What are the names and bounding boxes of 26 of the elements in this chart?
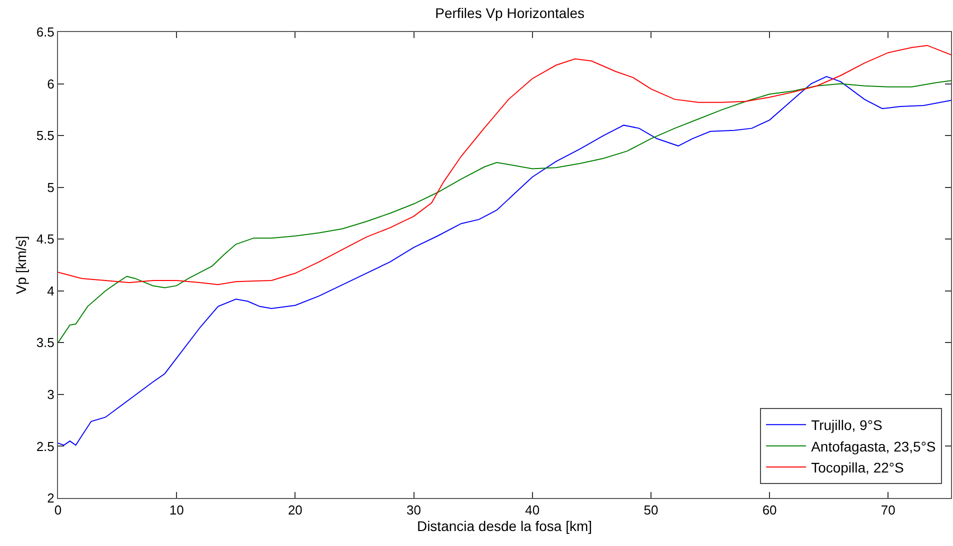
- y-tick-label: 2.5: [36, 438, 54, 454]
- y-tick-label: 6: [47, 76, 54, 92]
- y-tick-label: 6.5: [36, 24, 54, 40]
- legend-label: Antofagasta, 23,5°S: [811, 438, 936, 454]
- x-tick-label: 0: [54, 502, 62, 518]
- y-tick-label: 5.5: [36, 128, 54, 144]
- y-tick-label: 4: [47, 283, 54, 298]
- line-series: [58, 44, 951, 286]
- y-axis-title: Vp [km/s]: [12, 236, 29, 294]
- legend-label: Tocopilla, 22°S: [811, 459, 904, 476]
- legend-label: Trujillo, 9°S: [811, 417, 882, 434]
- line-series: [58, 80, 951, 344]
- y-tick-label: 5: [47, 180, 54, 195]
- y-tick-label: 2: [47, 490, 54, 506]
- x-tick-label: 20: [288, 502, 302, 518]
- chart-title: Perfiles Vp Horizontales: [435, 4, 585, 21]
- y-tick-label: 4.5: [36, 232, 54, 247]
- x-axis-title: Distancia desde la fosa [km]: [416, 518, 592, 534]
- y-tick-label: 3.5: [36, 335, 54, 350]
- x-tick-label: 60: [762, 502, 777, 518]
- x-tick-label: 50: [644, 502, 658, 518]
- x-tick-label: 30: [406, 502, 422, 518]
- x-tick-label: 70: [880, 502, 896, 518]
- x-tick-label: 10: [169, 502, 184, 518]
- y-tick-label: 3: [47, 386, 54, 402]
- x-tick-label: 40: [525, 502, 540, 518]
